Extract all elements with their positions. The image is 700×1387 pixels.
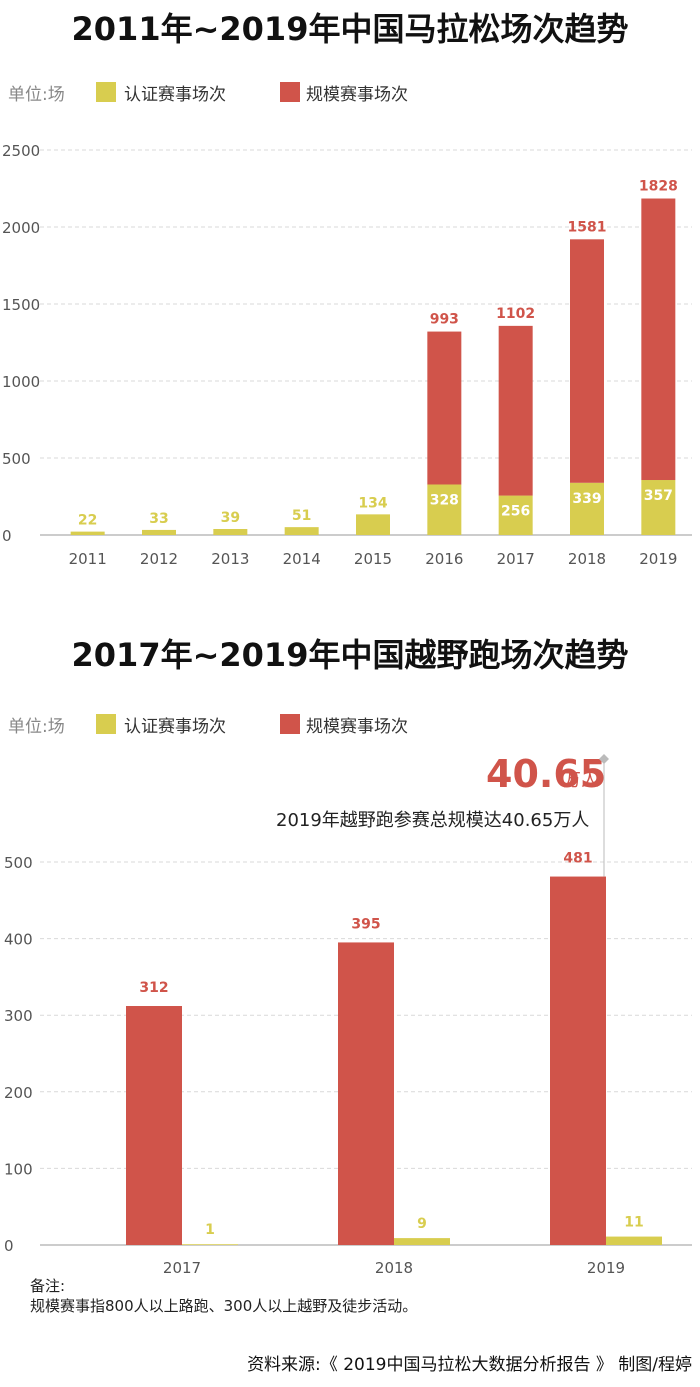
chart1-plot: 0 500 1000 1500 2000 2500 22 2011 33 2012 39 2013 51… (2, 142, 692, 568)
bar-certified (394, 1238, 450, 1245)
chart2-plot: 0 100 200 300 400 500 312 1 2017 395 9 2018 481 11 201… (4, 754, 692, 1277)
bar-scale (570, 239, 604, 483)
legend-label-scale: 规模赛事场次 (306, 85, 408, 105)
legend-swatch-scale (280, 714, 300, 734)
note: 备注: 规模赛事指800人以上路跑、300人以上越野及徒步活动。 (30, 1276, 417, 1316)
data-label-certified: 256 (501, 504, 530, 520)
annotation-text: 2019年越野跑参赛总规模达40.65万人 (276, 810, 590, 831)
chart1-unit-label: 单位:场 (8, 85, 65, 105)
data-label-scale: 1828 (639, 179, 678, 195)
data-label-certified: 11 (624, 1215, 643, 1231)
y-tick-label: 300 (4, 1007, 33, 1025)
x-tick-label: 2019 (587, 1259, 625, 1277)
data-label-certified: 1 (205, 1222, 215, 1238)
annotation-marker (599, 754, 609, 764)
data-label-scale: 1581 (568, 219, 607, 235)
data-label-certified: 9 (417, 1216, 427, 1232)
bar-certified (70, 531, 105, 535)
bar-scale (338, 942, 394, 1245)
data-label-scale: 1102 (496, 306, 535, 322)
legend-label-certified: 认证赛事场次 (124, 85, 226, 105)
note-heading: 备注: (30, 1277, 66, 1295)
x-tick-label: 2017 (497, 550, 535, 568)
data-label-certified: 134 (358, 495, 387, 511)
data-label-certified: 39 (221, 510, 240, 526)
legend-swatch-certified (96, 82, 116, 102)
x-tick-label: 2013 (211, 550, 249, 568)
chart2-unit-label: 单位:场 (8, 717, 65, 737)
data-label-certified: 357 (644, 488, 673, 504)
legend-swatch-scale (280, 82, 300, 102)
bar-certified (427, 484, 462, 535)
bar-certified (570, 482, 604, 535)
data-label-scale: 993 (430, 312, 459, 328)
bar-certified (641, 480, 676, 535)
data-label-scale: 395 (351, 916, 380, 932)
y-tick-label: 500 (4, 854, 33, 872)
chart2-title: 2017年~2019年中国越野跑场次趋势 (71, 636, 629, 674)
x-tick-label: 2018 (568, 550, 606, 568)
bar-certified (142, 529, 176, 535)
data-label-scale: 312 (139, 980, 168, 996)
x-tick-label: 2015 (354, 550, 392, 568)
y-tick-label: 400 (4, 931, 33, 949)
bar-scale (641, 198, 676, 481)
x-tick-label: 2017 (163, 1259, 201, 1277)
y-tick-label: 500 (2, 450, 31, 468)
x-tick-label: 2011 (69, 550, 107, 568)
x-tick-label: 2018 (375, 1259, 413, 1277)
x-tick-label: 2014 (283, 550, 321, 568)
y-tick-label: 1000 (2, 373, 40, 391)
y-tick-label: 2500 (2, 142, 40, 160)
bar-certified (498, 495, 533, 535)
x-tick-label: 2019 (639, 550, 677, 568)
bar-certified (606, 1236, 662, 1245)
y-tick-label: 100 (4, 1160, 33, 1178)
y-tick-label: 1500 (2, 296, 40, 314)
data-label-scale: 481 (563, 851, 592, 867)
bar-scale (126, 1006, 182, 1245)
y-tick-label: 2000 (2, 219, 40, 237)
chart1-title: 2011年~2019年中国马拉松场次趋势 (71, 10, 629, 48)
data-label-certified: 22 (78, 513, 97, 529)
legend-swatch-certified (96, 714, 116, 734)
chart2-legend: 单位:场 认证赛事场次 规模赛事场次 (0, 710, 700, 740)
legend-label-certified: 认证赛事场次 (124, 717, 226, 737)
y-tick-label: 200 (4, 1084, 33, 1102)
bar-scale (498, 325, 533, 496)
bar-certified (213, 528, 248, 535)
data-label-certified: 328 (430, 492, 459, 508)
bar-scale (550, 876, 606, 1245)
bar-certified (356, 514, 390, 535)
annotation-value: 40.65 (486, 752, 607, 796)
data-label-certified: 339 (572, 491, 601, 507)
annotation-unit: 万人 (563, 770, 599, 791)
legend-label-scale: 规模赛事场次 (306, 717, 408, 737)
bar-scale (427, 331, 462, 485)
x-tick-label: 2016 (425, 550, 463, 568)
bar-certified (182, 1244, 238, 1245)
chart1-legend: 单位:场 认证赛事场次 规模赛事场次 (0, 78, 700, 108)
note-text: 规模赛事指800人以上路跑、300人以上越野及徒步活动。 (30, 1297, 418, 1315)
data-label-certified: 51 (292, 508, 311, 524)
data-label-certified: 33 (149, 511, 168, 527)
source-credit: 资料来源:《 2019中国马拉松大数据分析报告 》 制图/程婷 (247, 1355, 692, 1375)
x-tick-label: 2012 (140, 550, 178, 568)
y-tick-label: 0 (4, 1237, 14, 1255)
bar-certified (284, 527, 319, 535)
y-tick-label: 0 (2, 527, 12, 545)
